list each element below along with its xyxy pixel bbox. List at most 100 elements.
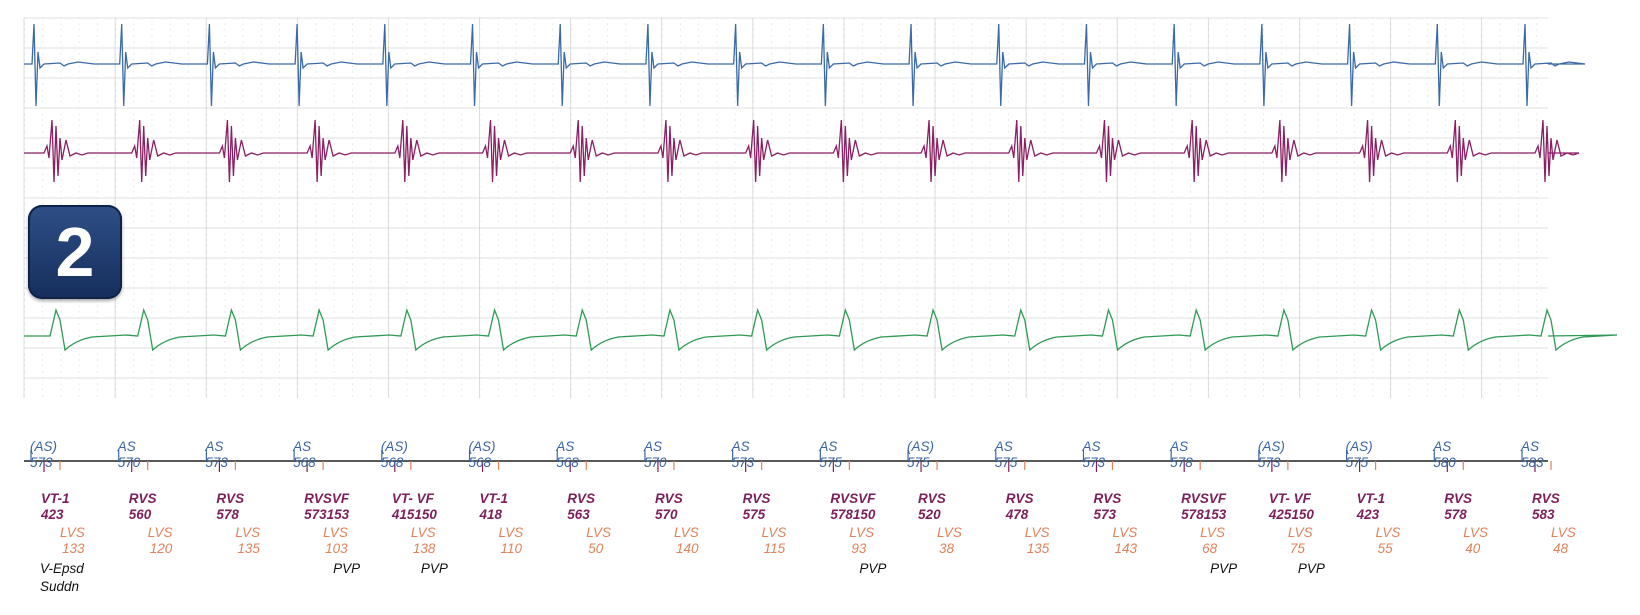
major-grid (23, 17, 1548, 398)
lv-marker-value: 120 (150, 541, 173, 556)
rv-marker-label: RVS (216, 491, 244, 506)
lv-marker-label: LVS (674, 525, 699, 540)
shock-egm-trace (24, 307, 1618, 352)
lv-marker-label: LVS (411, 525, 436, 540)
event-marker: PVP (1210, 561, 1237, 576)
event-marker: PVP (859, 561, 886, 576)
rv-marker-value: 415150 (391, 507, 438, 522)
atrial-marker-label: AS (292, 439, 311, 454)
lv-marker-value: 135 (1027, 541, 1050, 556)
rv-marker-label: RVS (1093, 491, 1121, 506)
rv-marker-label: VT- VF (1269, 491, 1312, 506)
lv-marker-value: 140 (676, 541, 699, 556)
atrial-marker-label: AS (1169, 439, 1188, 454)
lv-marker-value: 110 (501, 541, 523, 556)
atrial-marker-value: 568 (381, 455, 404, 470)
lv-marker-value: 103 (325, 541, 348, 556)
rv-marker-label: RVS (1444, 491, 1472, 506)
atrial-marker-label: (AS) (469, 439, 496, 454)
rv-marker-label: VT-1 (480, 491, 509, 506)
lv-marker-value: 40 (1465, 541, 1481, 556)
rv-marker-label: RVSVF (830, 491, 876, 506)
rv-marker-value: 423 (1356, 507, 1380, 522)
atrial-egm-trace (24, 23, 1586, 107)
event-marker: V-Epsd (40, 561, 84, 576)
rv-marker-label: RVS (1532, 491, 1560, 506)
lv-marker-label: LVS (1376, 525, 1401, 540)
atrial-marker-value: 573 (1258, 455, 1281, 470)
atrial-marker-value: 568 (556, 455, 579, 470)
lv-marker-value: 50 (588, 541, 604, 556)
atrial-marker-value: 578 (1170, 455, 1193, 470)
rv-marker-label: VT-1 (41, 491, 70, 506)
rv-marker-value: 425150 (1268, 507, 1315, 522)
lv-marker-label: LVS (762, 525, 787, 540)
lv-marker-value: 68 (1202, 541, 1218, 556)
rv-marker-value: 578153 (1181, 507, 1227, 522)
lv-marker-label: LVS (323, 525, 348, 540)
atrial-marker-label: AS (117, 439, 136, 454)
lv-marker-value: 133 (62, 541, 85, 556)
atrial-marker-value: 575 (1346, 455, 1369, 470)
rv-marker-value: 563 (567, 507, 590, 522)
rv-marker-label: RVS (918, 491, 946, 506)
rv-marker-value: 478 (1005, 507, 1029, 522)
rv-marker-value: 520 (918, 507, 941, 522)
atrial-marker-value: 573 (732, 455, 755, 470)
atrial-marker-label: AS (555, 439, 574, 454)
atrial-marker-label: AS (994, 439, 1013, 454)
atrial-marker-label: (AS) (1258, 439, 1285, 454)
atrial-marker-label: AS (1520, 439, 1539, 454)
rv-marker-label: RVS (567, 491, 595, 506)
lv-marker-label: LVS (1551, 525, 1576, 540)
lv-marker-label: LVS (586, 525, 611, 540)
figure-number-badge: 2 (28, 205, 122, 299)
marker-channel: (AS)573VT-1423LVS133AS570RVS560LVS120AS5… (24, 439, 1576, 594)
atrial-marker-label: AS (204, 439, 223, 454)
rv-marker-value: 583 (1532, 507, 1555, 522)
lv-marker-label: LVS (1112, 525, 1137, 540)
event-marker: PVP (1298, 561, 1325, 576)
atrial-marker-value: 580 (1433, 455, 1456, 470)
rv-marker-label: RVSVF (304, 491, 350, 506)
atrial-marker-value: 570 (118, 455, 141, 470)
rv-marker-label: RVS (655, 491, 683, 506)
atrial-marker-label: (AS) (907, 439, 934, 454)
lv-marker-label: LVS (1463, 525, 1488, 540)
rv-marker-label: VT- VF (392, 491, 435, 506)
atrial-marker-label: (AS) (1346, 439, 1373, 454)
atrial-marker-value: 573 (1082, 455, 1105, 470)
atrial-marker-value: 575 (819, 455, 842, 470)
rv-marker-label: RVS (129, 491, 157, 506)
atrial-marker-value: 575 (995, 455, 1018, 470)
lv-marker-value: 48 (1553, 541, 1569, 556)
rv-marker-value: 418 (479, 507, 503, 522)
lv-marker-label: LVS (235, 525, 260, 540)
lv-marker-label: LVS (937, 525, 962, 540)
atrial-marker-label: AS (643, 439, 662, 454)
lv-marker-value: 93 (851, 541, 867, 556)
rv-marker-value: 578150 (830, 507, 876, 522)
lv-marker-label: LVS (1288, 525, 1313, 540)
rv-marker-value: 570 (655, 507, 678, 522)
lv-marker-value: 75 (1290, 541, 1306, 556)
traces (24, 23, 1618, 352)
rv-marker-value: 560 (129, 507, 152, 522)
atrial-marker-value: 570 (644, 455, 667, 470)
event-marker: PVP (333, 561, 360, 576)
atrial-marker-value: 568 (469, 455, 492, 470)
rv-marker-value: 573153 (304, 507, 350, 522)
atrial-marker-label: (AS) (381, 439, 408, 454)
atrial-marker-label: AS (731, 439, 750, 454)
atrial-marker-label: AS (1081, 439, 1100, 454)
grid (23, 17, 1548, 398)
rv-marker-value: 578 (1444, 507, 1467, 522)
minor-grid-dots (24, 17, 1538, 397)
rv-marker-value: 573 (1093, 507, 1116, 522)
rv-marker-value: 575 (743, 507, 766, 522)
lv-marker-value: 55 (1378, 541, 1394, 556)
event-marker: PVP (421, 561, 448, 576)
figure-number: 2 (55, 213, 95, 291)
lv-marker-value: 38 (939, 541, 955, 556)
atrial-marker-value: 568 (293, 455, 316, 470)
